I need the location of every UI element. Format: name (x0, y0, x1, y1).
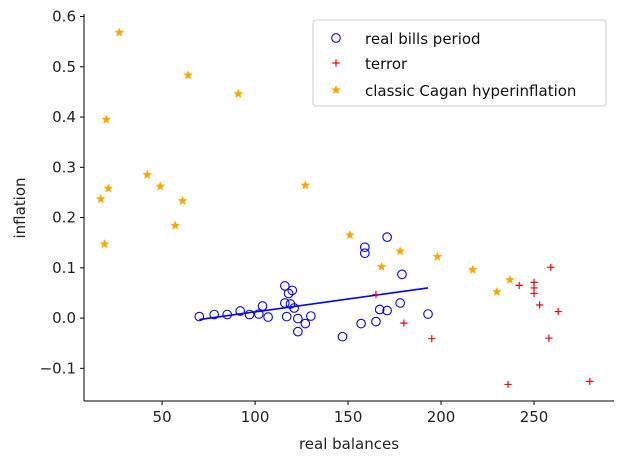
cagan-point (183, 70, 194, 80)
y-tick-label: 0.4 (52, 108, 76, 126)
x-tick-label: 200 (427, 408, 456, 426)
real-bills-point (194, 311, 205, 322)
y-tick-label: 0.3 (52, 158, 76, 176)
cagan-point (233, 88, 244, 99)
real-bills-point (263, 312, 273, 322)
cagan-point (467, 264, 478, 275)
legend-marker-real-bills (331, 33, 341, 43)
cagan-point (114, 27, 125, 37)
legend-markers (331, 33, 341, 95)
x-tick-label: 50 (153, 408, 172, 426)
cagan-point (155, 181, 166, 191)
x-tick-label: 100 (241, 408, 270, 426)
y-axis-ticks: −0.1 0.0 0.1 0.2 0.3 0.4 0.5 0.6 (40, 8, 84, 377)
legend-label-cagan: classic Cagan hyperinflation (365, 82, 576, 100)
terror-point (545, 334, 553, 342)
data-points-layer (95, 27, 594, 389)
y-tick-label: 0.6 (52, 8, 76, 26)
real-bills-point (306, 311, 316, 321)
regression-fit-line (199, 287, 429, 321)
terror-point (536, 301, 544, 309)
terror-point (372, 290, 380, 299)
cagan-point (101, 114, 112, 124)
terror-point (530, 289, 538, 298)
real-bills-point (395, 298, 405, 308)
cagan-point (177, 195, 188, 206)
cagan-point (395, 246, 406, 256)
real-bills-point (281, 311, 292, 322)
series-cagan (95, 27, 515, 297)
real-bills-point (337, 331, 348, 342)
cagan-point (170, 220, 181, 230)
x-tick-label: 150 (334, 408, 363, 426)
real-bills-point (382, 232, 392, 243)
cagan-point (491, 286, 502, 297)
cagan-point (142, 169, 153, 180)
real-bills-point (209, 309, 220, 320)
cagan-point (345, 229, 355, 240)
real-bills-point (257, 301, 268, 311)
y-tick-label: 0.5 (52, 58, 76, 76)
real-bills-point (222, 309, 233, 320)
real-bills-point (374, 304, 385, 315)
cagan-point (504, 274, 515, 285)
y-tick-label: −0.1 (40, 359, 76, 377)
terror-point (428, 335, 436, 343)
cagan-point (95, 193, 106, 204)
cagan-point (432, 251, 443, 261)
fit-line-layer (199, 287, 429, 321)
cagan-point (376, 261, 387, 271)
real-bills-point (293, 326, 303, 337)
x-axis-label: real balances (299, 435, 399, 453)
terror-point (586, 377, 594, 385)
plot-area (95, 27, 594, 389)
terror-point (547, 263, 555, 271)
terror-point (515, 281, 523, 290)
legend-label-terror: terror (365, 55, 408, 73)
real-bills-point (359, 242, 370, 253)
series-real-bills (194, 232, 433, 342)
real-bills-point (300, 318, 311, 329)
cagan-point (99, 239, 110, 249)
real-bills-point (279, 298, 290, 308)
real-bills-point (279, 281, 290, 291)
y-axis-label: inflation (11, 177, 29, 238)
y-tick-label: 0.0 (52, 309, 76, 327)
real-bills-point (371, 316, 381, 327)
legend: real bills period terror classic Cagan h… (312, 19, 607, 107)
real-bills-point (423, 309, 433, 319)
real-bills-point (382, 305, 392, 316)
real-bills-point (289, 303, 299, 313)
legend-label-real-bills: real bills period (365, 30, 481, 48)
terror-point (504, 380, 512, 389)
real-bills-point (293, 313, 303, 324)
cagan-point (103, 183, 114, 193)
real-bills-point (287, 285, 298, 296)
real-bills-point (397, 269, 407, 280)
x-tick-label: 250 (520, 408, 549, 426)
y-tick-label: 0.2 (52, 209, 76, 227)
y-tick-label: 0.1 (52, 259, 76, 277)
real-bills-point (253, 309, 264, 319)
legend-box (312, 19, 607, 107)
real-bills-point (356, 318, 366, 329)
terror-point (400, 319, 408, 327)
real-bills-point (244, 309, 255, 320)
series-terror (372, 263, 594, 389)
cagan-point (300, 180, 311, 190)
real-bills-point (235, 306, 246, 316)
terror-point (554, 307, 562, 316)
legend-marker-terror (332, 59, 340, 67)
real-bills-point (359, 248, 370, 259)
x-axis-ticks: 50 100 150 200 250 (153, 401, 549, 426)
legend-marker-cagan (331, 84, 341, 95)
